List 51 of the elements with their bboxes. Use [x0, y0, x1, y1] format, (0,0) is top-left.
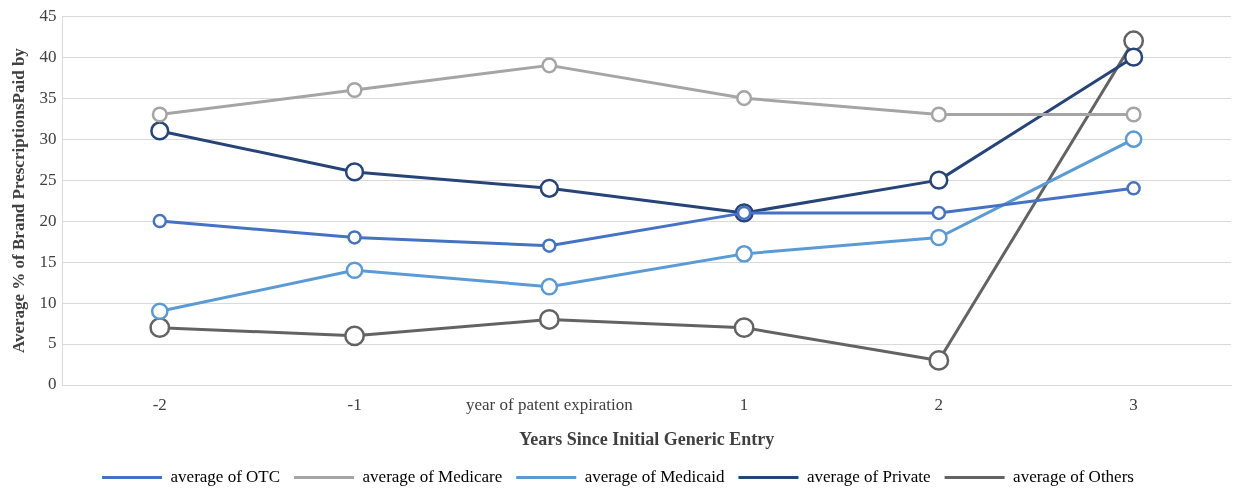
- y-axis-title: Average % of Brand PrescriptionsPaid by: [8, 47, 28, 354]
- y-tick-label: 35: [39, 87, 57, 107]
- point: [344, 162, 365, 182]
- point: [344, 325, 365, 347]
- point: [539, 178, 559, 198]
- y-tick-label: 30: [39, 128, 57, 148]
- point: [151, 106, 168, 123]
- point: [150, 121, 170, 141]
- y-tick-label: 40: [39, 46, 57, 66]
- point: [736, 90, 753, 107]
- point: [152, 213, 168, 229]
- y-tick-label: 25: [39, 169, 57, 189]
- point: [540, 277, 559, 296]
- y-tick-label: 15: [39, 251, 57, 271]
- point: [347, 230, 362, 245]
- x-tick-label: 2: [934, 394, 944, 414]
- point: [1123, 47, 1144, 67]
- point: [541, 57, 558, 74]
- point: [345, 261, 364, 280]
- x-tick-label: 1: [739, 394, 749, 414]
- point: [150, 302, 169, 321]
- legend-label: average of Private: [806, 466, 931, 486]
- point: [930, 228, 948, 247]
- x-axis-title: Years Since Initial Generic Entry: [519, 428, 775, 449]
- point: [1126, 181, 1141, 196]
- x-tick-label: 3: [1129, 394, 1138, 414]
- point: [1125, 106, 1142, 123]
- point: [928, 349, 950, 371]
- x-tick-label: year of patent expiration: [466, 394, 634, 414]
- y-tick-label: 10: [39, 292, 57, 312]
- legend-label: average of Medicaid: [584, 466, 725, 486]
- point: [1123, 30, 1145, 52]
- point: [538, 308, 560, 330]
- point: [931, 205, 947, 221]
- point: [149, 317, 171, 339]
- point: [542, 238, 557, 253]
- point: [930, 106, 947, 123]
- y-tick-label: 20: [39, 210, 57, 230]
- legend-label: average of Others: [1013, 466, 1134, 486]
- point: [346, 81, 363, 99]
- point: [929, 170, 949, 190]
- y-tick-label: 0: [47, 374, 57, 394]
- point: [1124, 130, 1143, 148]
- legend-label: average of Medicare: [362, 466, 503, 486]
- x-tick-label: -2: [152, 394, 167, 414]
- point: [735, 245, 753, 263]
- y-tick-label: 45: [39, 5, 57, 25]
- y-tick-label: 5: [47, 333, 57, 353]
- point: [733, 317, 755, 339]
- legend-label: average of OTC: [170, 466, 281, 486]
- x-tick-label: -1: [347, 394, 362, 414]
